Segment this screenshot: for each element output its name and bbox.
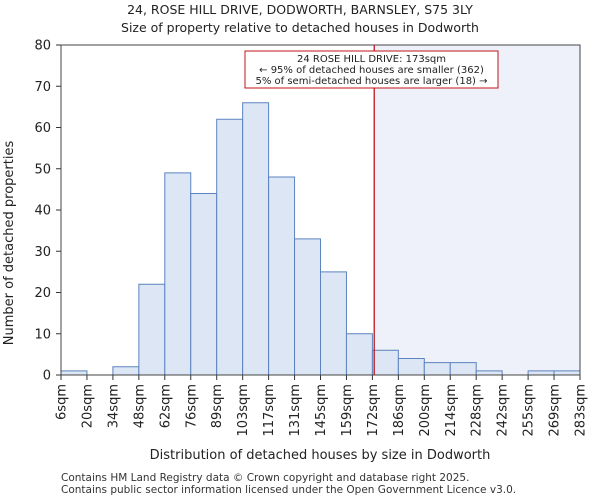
bar-34sqm [112,366,140,376]
larger-houses-region [374,45,580,375]
bar-172sqm [371,349,399,376]
bar-48sqm [138,283,166,376]
annotation-box: 24 ROSE HILL DRIVE: 173sqm ← 95% of deta… [244,50,499,89]
bar-103sqm [242,102,270,376]
x-tick-label: 145sqm [314,384,329,437]
y-tick-label: 80 [34,39,51,54]
annotation-line-1: 24 ROSE HILL DRIVE: 173sqm [297,54,446,65]
y-tick-label: 20 [34,286,51,301]
footer-licence: Contains public sector information licen… [61,484,517,496]
bar-131sqm [294,238,321,376]
x-tick-label: 283sqm [574,384,589,437]
footer-copyright: Contains HM Land Registry data © Crown c… [61,472,470,484]
bar-214sqm [449,362,477,376]
y-tick-label: 0 [43,369,51,384]
x-tick-label: 200sqm [418,384,433,437]
y-tick-label: 70 [34,80,51,95]
bar-228sqm [475,370,503,376]
y-tick-label: 40 [34,204,51,219]
bar-145sqm [320,271,347,376]
bar-117sqm [268,176,296,376]
bar-76sqm [190,193,218,376]
bar-159sqm [345,333,373,376]
annotation-line-3: 5% of semi-detached houses are larger (1… [255,76,487,87]
annotation-frame [244,50,499,89]
x-tick-label: 269sqm [548,384,563,437]
x-axis-label: Distribution of detached houses by size … [150,448,491,463]
x-tick-label: 214sqm [444,384,459,437]
x-tick-label: 76sqm [184,384,199,428]
y-tick-label: 10 [34,327,51,342]
bar-269sqm [553,370,581,376]
annotation-line-2: ← 95% of detached houses are smaller (36… [259,65,484,76]
bar-200sqm [423,362,451,376]
bars-group [60,102,581,376]
chart-subtitle: Size of property relative to detached ho… [121,20,479,35]
x-axis: 6sqm 20sqm 34sqm 48sqm 62sqm 76sqm 89sqm 103sqm… [55,375,589,437]
x-tick-label: 186sqm [392,384,407,437]
x-tick-label: 242sqm [496,384,511,437]
bar-6sqm [60,370,88,376]
bar-255sqm [527,370,555,376]
bar-62sqm [164,172,192,376]
chart-title: 24, ROSE HILL DRIVE, DODWORTH, BARNSLEY,… [127,2,473,17]
x-tick-label: 20sqm [80,384,95,428]
x-tick-label: 6sqm [55,384,70,420]
x-tick-label: 89sqm [210,384,225,428]
bar-186sqm [397,358,425,376]
x-tick-label: 34sqm [106,384,121,428]
x-tick-label: 62sqm [158,384,173,428]
bar-89sqm [216,118,244,376]
x-tick-label: 117sqm [262,384,277,437]
y-tick-label: 30 [34,245,51,260]
x-tick-label: 255sqm [522,384,537,437]
x-tick-label: 172sqm [366,384,381,437]
y-axis: 0 10 20 30 40 50 60 70 80 [34,39,61,384]
y-tick-label: 60 [34,121,51,136]
y-axis-label: Number of detached properties [2,141,17,346]
x-tick-label: 48sqm [132,384,147,428]
x-tick-label: 131sqm [288,384,303,437]
x-tick-label: 159sqm [340,384,355,437]
x-tick-label: 228sqm [470,384,485,437]
plot-frame [60,44,581,376]
x-tick-label: 103sqm [236,384,251,437]
y-tick-label: 50 [34,162,51,177]
